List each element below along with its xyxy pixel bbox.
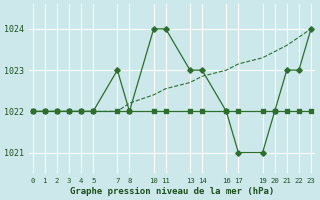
X-axis label: Graphe pression niveau de la mer (hPa): Graphe pression niveau de la mer (hPa)	[70, 187, 274, 196]
